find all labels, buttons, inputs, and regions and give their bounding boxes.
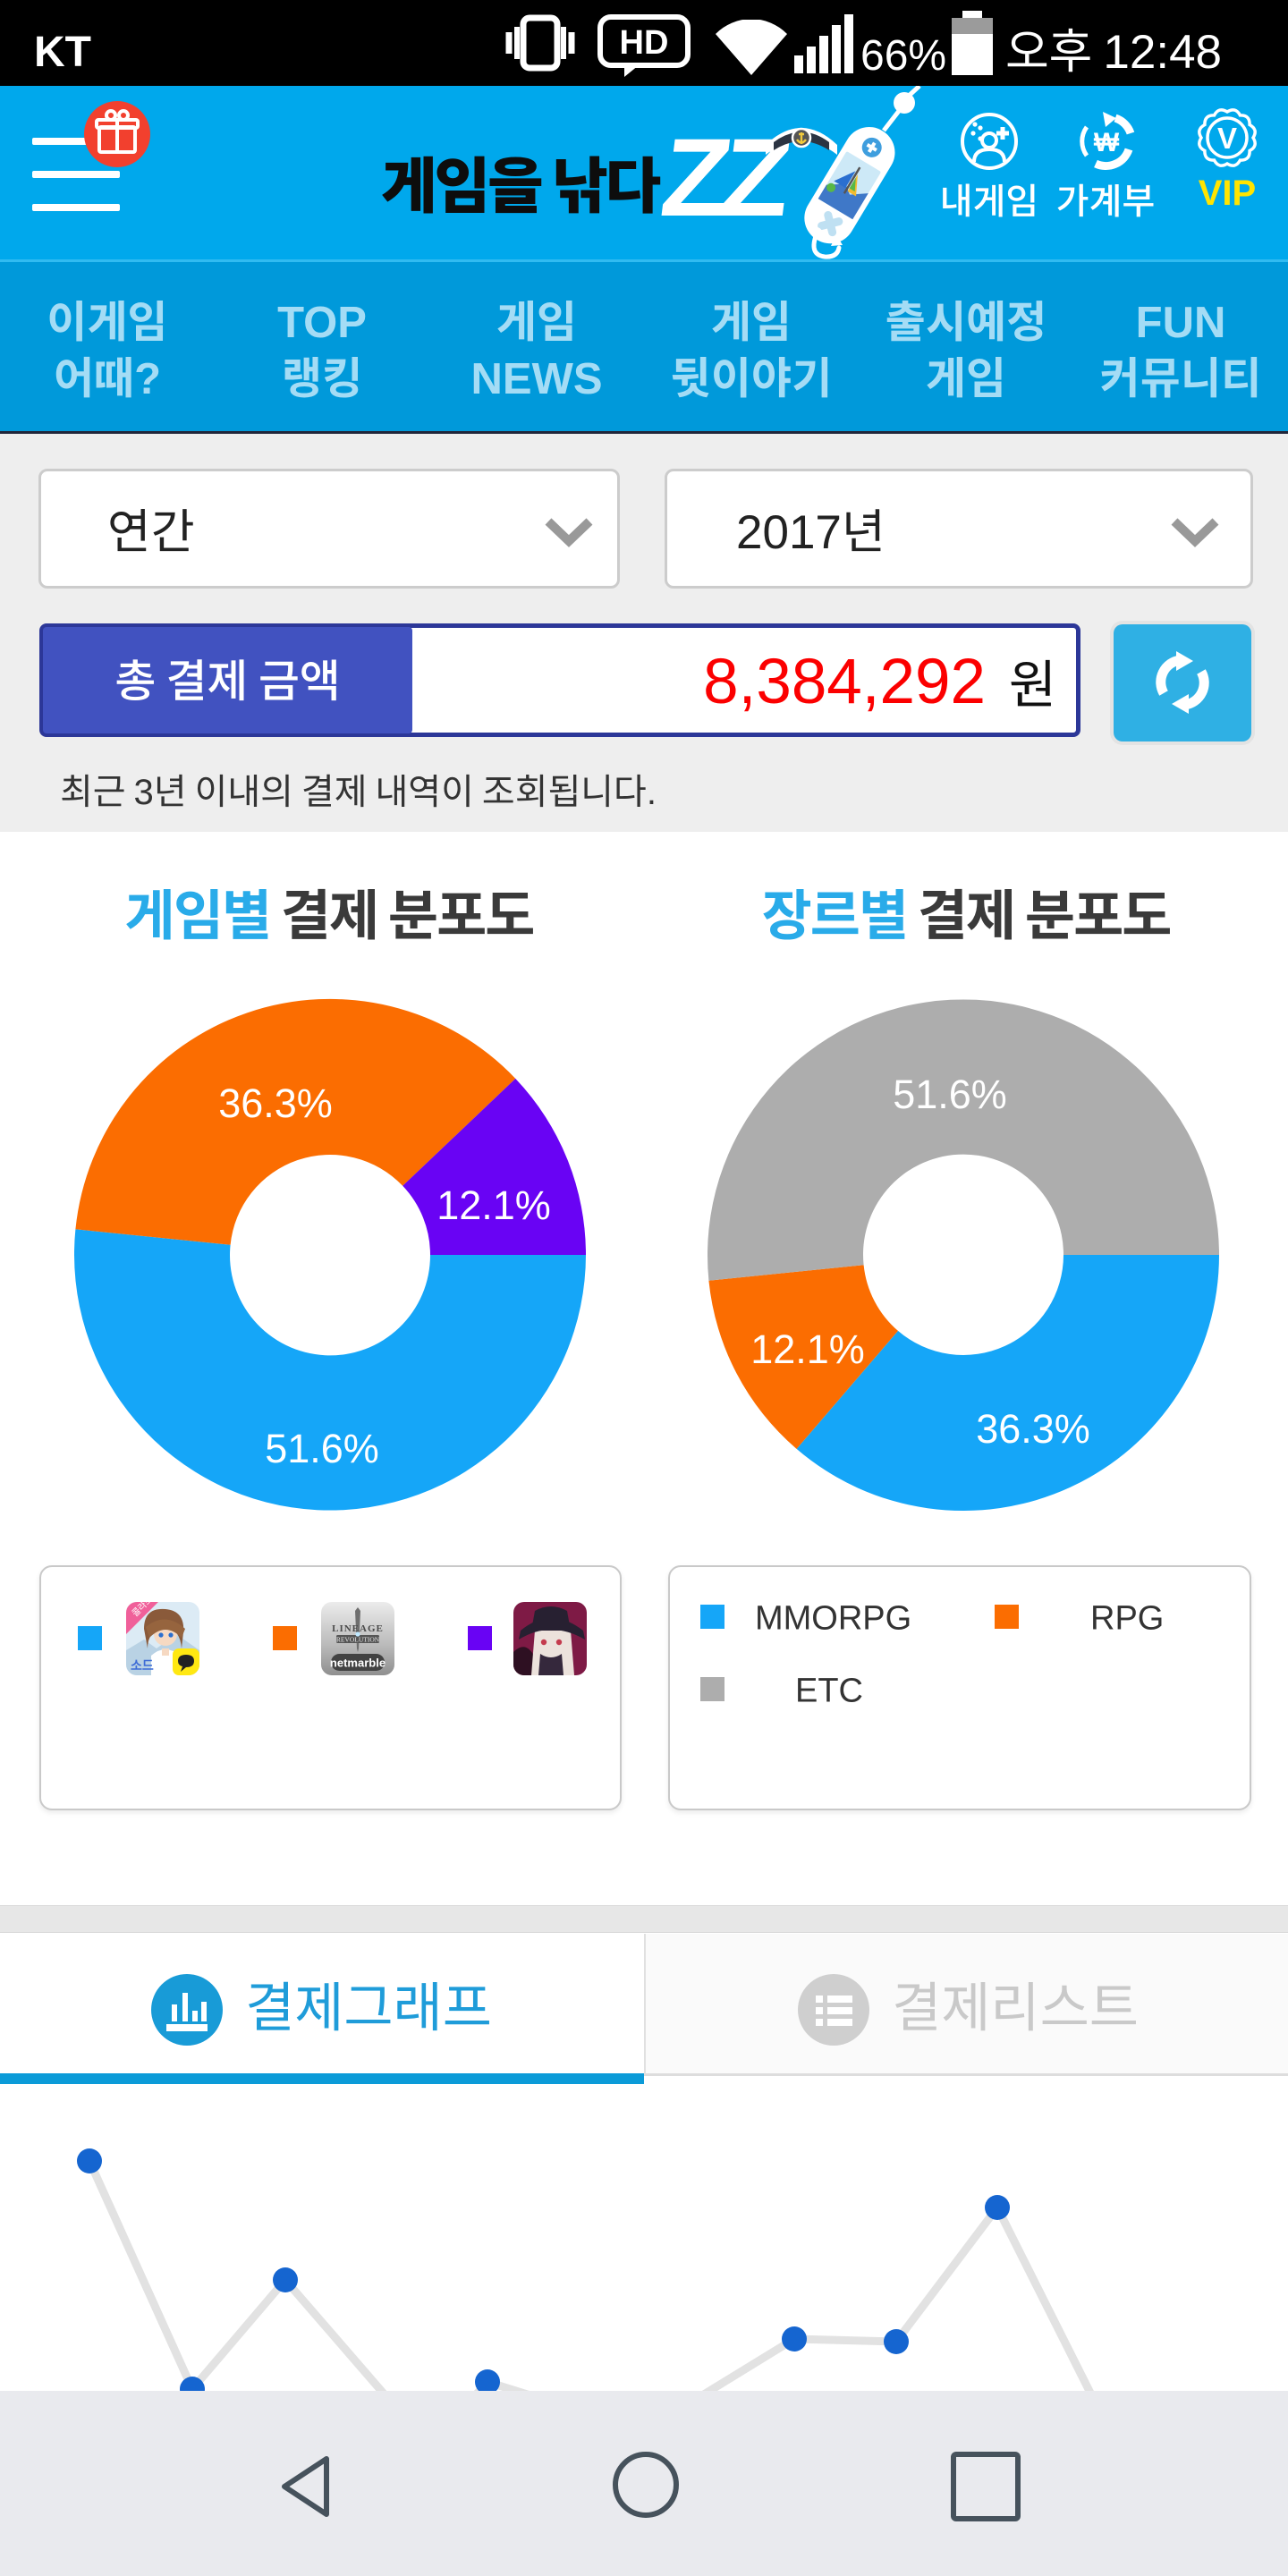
svg-text:V: V <box>1217 122 1237 155</box>
svg-text:netmarble: netmarble <box>330 1657 386 1670</box>
svg-text:LINEAGE: LINEAGE <box>332 1623 384 1634</box>
svg-text:REVOLUTION: REVOLUTION <box>336 1636 380 1644</box>
svg-text:소드: 소드 <box>131 1657 154 1674</box>
svg-text:HD: HD <box>620 24 669 62</box>
svg-text:₩: ₩ <box>1094 128 1120 157</box>
